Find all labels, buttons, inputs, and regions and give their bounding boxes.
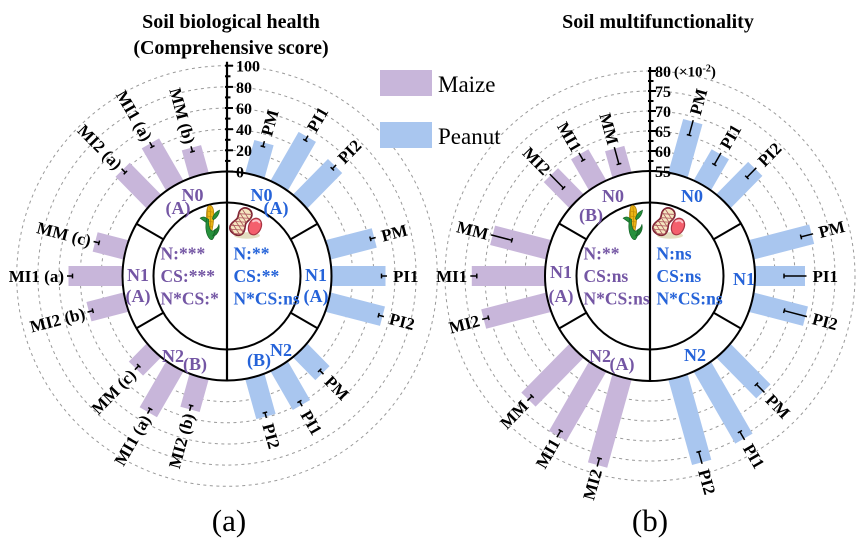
svg-text:60: 60: [236, 101, 252, 118]
svg-text:N1: N1: [733, 269, 755, 289]
svg-text:70: 70: [655, 104, 671, 121]
svg-text:Soil multifunctionality: Soil multifunctionality: [562, 11, 754, 33]
svg-text:N0: N0: [681, 186, 703, 206]
svg-text:N:***: N:***: [161, 244, 206, 264]
svg-text:(Comprehensive score): (Comprehensive score): [133, 37, 328, 59]
svg-text:(A): (A): [166, 198, 191, 219]
svg-text:(b): (b): [632, 503, 668, 538]
svg-text:CS:ns: CS:ns: [657, 266, 702, 286]
svg-text:N:**: N:**: [584, 244, 620, 264]
svg-text:N2: N2: [684, 345, 706, 365]
svg-text:N0: N0: [182, 185, 204, 205]
svg-text:N1: N1: [127, 265, 149, 285]
svg-text:(A): (A): [264, 198, 289, 219]
svg-text:MI1 (a): MI1 (a): [9, 267, 64, 286]
svg-text:N*CS:ns: N*CS:ns: [234, 289, 300, 309]
svg-text:65: 65: [655, 124, 671, 141]
svg-text:PI1: PI1: [813, 267, 839, 286]
svg-text:CS:***: CS:***: [161, 266, 216, 286]
svg-text:CS:ns: CS:ns: [584, 266, 629, 286]
svg-text:N2: N2: [270, 340, 292, 360]
svg-text:N1: N1: [305, 265, 327, 285]
svg-text:N*CS:ns: N*CS:ns: [657, 289, 723, 309]
svg-text:N*CS:*: N*CS:*: [161, 289, 220, 309]
svg-text:80: 80: [655, 64, 671, 81]
svg-text:N*CS:ns: N*CS:ns: [584, 289, 650, 309]
svg-text:100: 100: [236, 59, 260, 76]
svg-text:(a): (a): [212, 503, 246, 538]
svg-text:(A): (A): [549, 286, 574, 307]
svg-text:MI1: MI1: [436, 267, 467, 286]
svg-text:N2: N2: [589, 346, 611, 366]
svg-text:0: 0: [236, 164, 244, 181]
svg-text:60: 60: [655, 144, 671, 161]
svg-text:N:**: N:**: [234, 244, 270, 264]
svg-text:Soil biological health: Soil biological health: [142, 11, 320, 33]
svg-text:(B): (B): [247, 350, 271, 371]
svg-text:(B): (B): [183, 354, 207, 375]
svg-text:40: 40: [236, 122, 252, 139]
svg-text:55: 55: [655, 164, 671, 181]
svg-text:N2: N2: [162, 346, 184, 366]
svg-text:(A): (A): [610, 354, 635, 375]
svg-text:80: 80: [236, 80, 252, 97]
svg-text:N:ns: N:ns: [657, 244, 692, 264]
svg-text:20: 20: [236, 143, 252, 160]
svg-text:PI1: PI1: [393, 267, 419, 286]
svg-text:N0: N0: [251, 185, 273, 205]
svg-text:CS:**: CS:**: [234, 266, 280, 286]
svg-text:Maize: Maize: [438, 72, 495, 97]
svg-text:(A): (A): [126, 286, 151, 307]
svg-text:(A): (A): [304, 286, 329, 307]
svg-text:N0: N0: [602, 186, 624, 206]
svg-text:N1: N1: [550, 262, 572, 282]
svg-text:Peanut: Peanut: [438, 124, 501, 149]
svg-text:75: 75: [655, 84, 671, 101]
svg-text:(B): (B): [579, 205, 603, 226]
